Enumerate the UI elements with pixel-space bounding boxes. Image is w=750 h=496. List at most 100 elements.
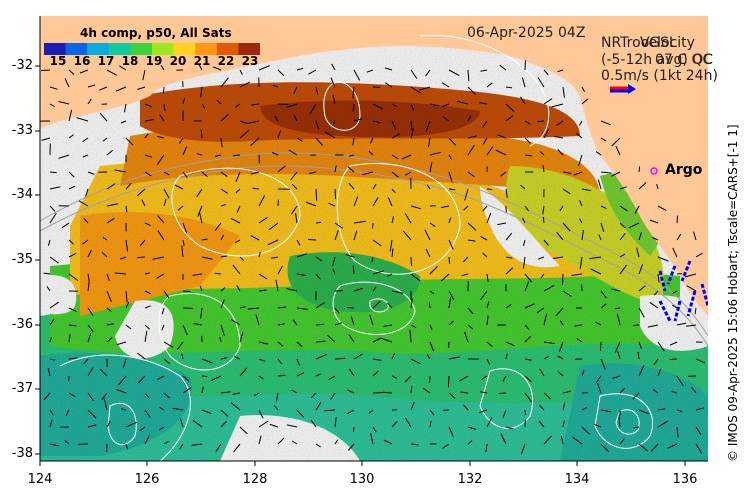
velocity-vector <box>239 130 250 139</box>
velocity-vector <box>524 205 530 212</box>
velocity-vector <box>638 166 641 173</box>
x-tick: 136 <box>672 472 698 487</box>
velocity-vector <box>236 205 241 213</box>
velocity-vector <box>405 171 412 176</box>
velocity-vector <box>600 409 611 413</box>
velocity-vector <box>467 324 474 330</box>
velocity-vector <box>600 290 607 299</box>
velocity-vector <box>308 239 317 241</box>
velocity-vector <box>163 358 171 365</box>
velocity-vector <box>486 82 493 88</box>
velocity-vector <box>141 199 146 207</box>
velocity-vector <box>182 324 188 336</box>
velocity-vector <box>49 186 61 190</box>
velocity-vector <box>106 273 110 282</box>
velocity-vector <box>49 212 57 224</box>
velocity-vector <box>258 195 266 207</box>
velocity-vector <box>410 86 422 94</box>
velocity-vector <box>348 182 355 190</box>
velocity-vector <box>120 408 127 411</box>
velocity-vector <box>87 392 94 402</box>
velocity-vector <box>125 290 128 303</box>
velocity-vector <box>520 96 526 105</box>
argo-marker <box>650 167 658 175</box>
velocity-vector <box>638 285 646 292</box>
velocity-title-b: Velocity <box>640 35 695 51</box>
velocity-vector <box>424 229 431 241</box>
velocity-vector <box>524 60 526 71</box>
velocity-vector <box>101 392 108 401</box>
velocity-vector <box>600 137 607 142</box>
velocity-vector <box>174 184 184 190</box>
velocity-vector <box>429 375 431 383</box>
velocity-vector <box>176 341 184 350</box>
velocity-vector <box>429 162 433 173</box>
velocity-vector <box>258 289 267 292</box>
velocity-vector <box>524 303 535 309</box>
velocity-vector <box>441 205 450 209</box>
velocity-vector <box>480 236 488 241</box>
velocity-vector <box>119 65 127 71</box>
velocity-vector <box>597 382 602 394</box>
velocity-vector <box>657 273 660 283</box>
velocity-vector <box>676 375 684 387</box>
velocity-vector <box>505 341 515 347</box>
velocity-vector <box>600 222 605 233</box>
velocity-vector <box>353 118 363 122</box>
velocity-vector <box>561 273 564 286</box>
velocity-vector <box>87 249 92 258</box>
velocity-vector <box>334 439 339 445</box>
velocity-vector <box>382 391 393 394</box>
velocity-vector <box>277 437 285 445</box>
velocity-vector <box>315 256 323 262</box>
x-tick: 132 <box>457 472 483 487</box>
velocity-vector <box>638 443 649 452</box>
velocity-vector <box>353 287 363 292</box>
velocity-vector <box>68 185 76 190</box>
scale-arrow <box>610 84 636 94</box>
velocity-title-a: NRTrooGSL <box>601 35 677 51</box>
velocity-vector <box>201 375 208 377</box>
velocity-vector <box>220 409 229 417</box>
velocity-vector <box>543 435 552 445</box>
velocity-vector <box>429 409 435 416</box>
velocity-vector <box>559 320 564 326</box>
velocity-vector <box>49 103 55 107</box>
velocity-vector <box>467 440 473 445</box>
velocity-vector <box>653 290 659 296</box>
velocity-vector <box>118 375 127 386</box>
velocity-vector <box>448 217 452 224</box>
velocity-vector <box>410 401 415 411</box>
colorbar-label: 15 <box>49 54 67 68</box>
velocity-vector <box>486 341 493 347</box>
velocity-vector <box>581 188 591 192</box>
velocity-vector <box>68 392 76 398</box>
velocity-vector <box>114 169 127 173</box>
velocity-vector <box>220 188 229 194</box>
velocity-vector <box>201 358 213 364</box>
velocity-vector <box>540 273 545 279</box>
velocity-vector <box>467 222 477 231</box>
velocity-vector <box>638 307 645 318</box>
velocity-vector <box>480 69 488 72</box>
velocity-vector <box>161 324 165 331</box>
velocity-vector <box>46 286 51 292</box>
velocity-vector <box>576 338 583 343</box>
velocity-vector <box>352 265 355 275</box>
velocity-vector <box>106 307 112 312</box>
velocity-vector <box>537 77 545 88</box>
velocity-vector <box>87 424 97 428</box>
velocity-vector <box>106 337 113 343</box>
velocity-vector <box>334 165 337 173</box>
velocity-vector <box>332 256 336 267</box>
y-tick: -32 <box>11 58 33 73</box>
velocity-vector <box>234 355 241 360</box>
velocity-vector <box>524 120 531 125</box>
velocity-vector <box>49 318 55 326</box>
velocity-vector <box>448 356 460 360</box>
velocity-vector <box>522 239 526 247</box>
velocity-vector <box>693 231 697 241</box>
velocity-vector <box>120 256 127 260</box>
velocity-vector <box>230 319 241 326</box>
